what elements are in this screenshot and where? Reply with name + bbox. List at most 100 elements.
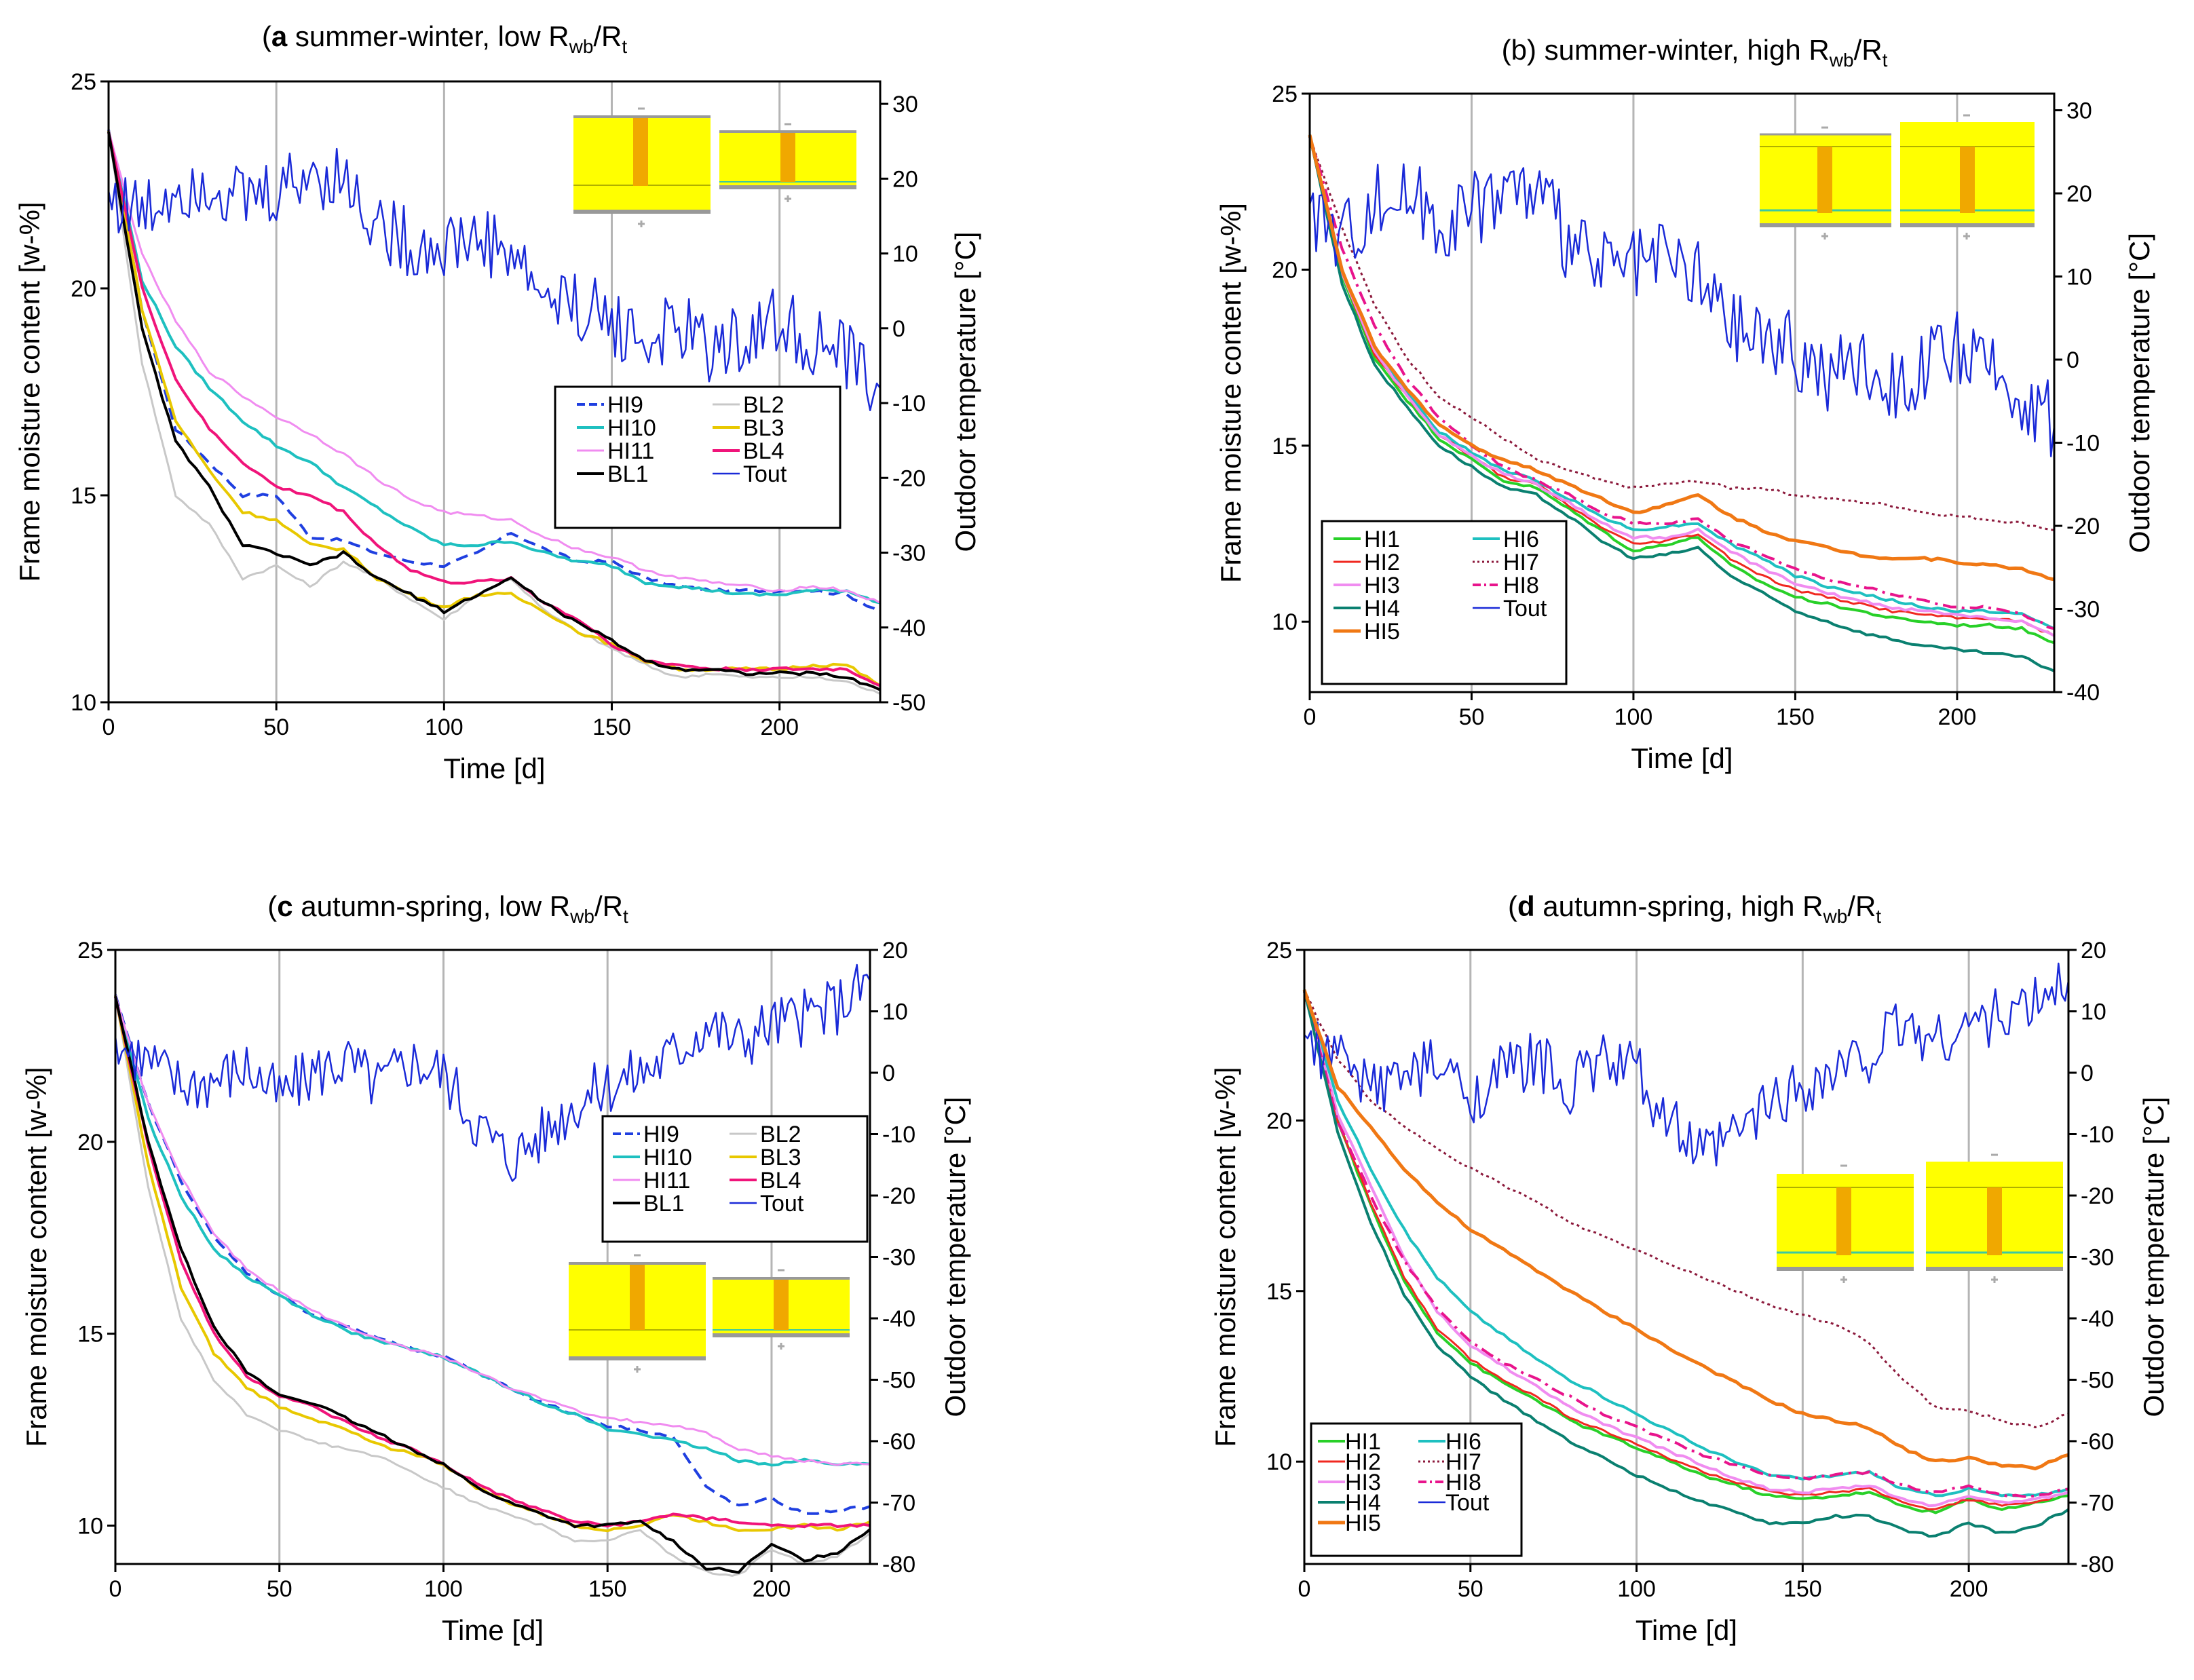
y2-tick-label: -20 [882, 1183, 915, 1209]
y2-tick-label: -10 [892, 391, 926, 417]
y2-tick-label: -70 [2081, 1491, 2114, 1516]
y2-tick-label: -30 [882, 1245, 915, 1271]
y2-tick-label: -10 [882, 1122, 915, 1148]
panel-b-diagram-left [1760, 126, 1891, 240]
legend-label: HI7 [1503, 550, 1539, 575]
plot-frame [114, 949, 871, 1565]
series-hi7 [1303, 989, 2069, 1428]
panel-c-diagram-right [713, 1269, 850, 1350]
legend-label: Tout [1445, 1490, 1490, 1516]
x-tick-label: 0 [109, 1576, 122, 1602]
legend-label: BL4 [743, 438, 784, 464]
x-tick-label: 50 [1458, 1576, 1483, 1602]
x-tick-label: 100 [1614, 704, 1653, 730]
legend: HI1 HI6 HI2 HI7 HI3 HI8 HI4 Tout HI5 [1310, 1422, 1523, 1557]
legend-label: HI2 [1364, 550, 1400, 575]
y-tick-label: 20 [77, 1130, 103, 1156]
x-tick-label: 0 [102, 714, 115, 740]
y2-tick-label: -10 [2081, 1122, 2114, 1148]
x-tick-label: 50 [263, 714, 289, 740]
series-tout [114, 963, 871, 1182]
legend-label: HI5 [1364, 619, 1400, 645]
legend-label: HI6 [1503, 527, 1539, 552]
legend-label: HI1 [1345, 1429, 1381, 1455]
series-hi11 [107, 130, 881, 604]
y2-tick-label: -40 [2081, 1306, 2114, 1332]
y-tick-label: 25 [71, 69, 96, 95]
x-tick-label: 150 [1783, 1576, 1822, 1602]
series-bl2 [114, 997, 871, 1577]
y2-tick-label: 0 [2066, 347, 2079, 373]
y-tick-label: 15 [71, 483, 96, 509]
legend: HI9 BL2 HI10 BL3 HI11 BL4 BL1 Tout [601, 1115, 869, 1243]
panel-d: (d autumn-spring, high Rwb/Rt 0 50 100 150 2… [1209, 890, 2170, 1646]
y2-tick-label: -60 [2081, 1429, 2114, 1455]
panel-c-plot: 0 50 100 150 20010152025-80-70-60-50-40-30-2… [20, 938, 971, 1646]
series-hi6 [1308, 136, 2055, 630]
legend-label: BL3 [743, 415, 784, 441]
series-hi6 [1303, 991, 2069, 1497]
legend-label: BL2 [743, 392, 784, 418]
y2-axis-title: Outdoor temperature [°C] [2138, 1096, 2170, 1417]
panel-b-title: (b) summer-winter, high Rwb/Rt [1502, 34, 1888, 71]
y2-tick-label: -20 [2066, 514, 2100, 539]
series-hi1 [1303, 989, 2069, 1514]
y2-tick-label: -30 [2081, 1245, 2114, 1271]
panel-d-diagram-right [1926, 1153, 2063, 1283]
legend-label: HI9 [643, 1122, 679, 1147]
series-hi3 [1308, 134, 2055, 637]
y-tick-label: 20 [71, 276, 96, 302]
plot-frame [107, 80, 882, 704]
series-hi4 [1308, 136, 2055, 672]
legend: HI1 HI6 HI2 HI7 HI3 HI8 HI4 Tout HI5 [1321, 520, 1568, 685]
y2-tick-label: -20 [2081, 1183, 2114, 1209]
y-tick-label: 25 [77, 938, 103, 963]
legend-label: HI4 [1345, 1490, 1381, 1516]
y-axis-title: Frame moisture content [w-%] [1209, 1067, 1241, 1447]
panel-c: (c autumn-spring, low Rwb/Rt 0 50 100 150 20… [20, 890, 971, 1646]
y2-tick-label: -50 [892, 690, 926, 716]
legend-label: HI10 [607, 415, 656, 441]
legend-box [1321, 520, 1568, 685]
legend-label: HI3 [1364, 573, 1400, 598]
x-tick-label: 150 [588, 1576, 627, 1602]
y2-tick-label: 30 [2066, 98, 2092, 124]
y2-tick-label: -50 [882, 1368, 915, 1394]
legend-label: Tout [1503, 596, 1547, 622]
x-axis-title: Time [d] [1631, 742, 1733, 774]
y2-tick-label: 20 [892, 166, 918, 192]
legend-label: Tout [743, 461, 787, 487]
x-tick-label: 50 [267, 1576, 292, 1602]
y-tick-label: 25 [1272, 81, 1298, 107]
series-tout [1304, 962, 2070, 1167]
series-hi11 [114, 994, 870, 1466]
y2-axis-title: Outdoor temperature [°C] [949, 231, 981, 552]
series-hi10 [107, 131, 881, 605]
x-tick-label: 100 [1617, 1576, 1656, 1602]
x-tick-label: 100 [425, 714, 464, 740]
series-hi7 [1308, 135, 2055, 531]
panel-b-plot: 0 50 100 150 200 10 15 20 25 -40 -30 -20 -10 0 10 20 30 T… [1215, 81, 2155, 774]
legend-box [1310, 1422, 1523, 1557]
panel-a-title: (a summer-winter, low Rwb/Rt [262, 20, 628, 57]
y2-tick-label: -50 [2081, 1368, 2114, 1394]
plot-frame [1308, 92, 2056, 693]
y2-tick-label: -40 [2066, 680, 2100, 706]
legend-label: HI7 [1445, 1449, 1481, 1475]
x-tick-label: 150 [592, 714, 631, 740]
y2-tick-label: -20 [892, 465, 926, 491]
series-bl1 [107, 131, 881, 691]
y2-tick-label: 30 [892, 92, 918, 117]
y2-axis-title: Outdoor temperature [°C] [939, 1096, 971, 1417]
y2-tick-label: 0 [882, 1061, 895, 1086]
x-tick-label: 0 [1298, 1576, 1311, 1602]
y2-tick-label: 20 [2066, 181, 2092, 207]
x-tick-label: 50 [1459, 704, 1485, 730]
y2-tick-label: 10 [2066, 265, 2092, 290]
y-tick-label: 10 [71, 690, 96, 716]
legend-label: HI1 [1364, 527, 1400, 552]
panel-d-plot: 0 50 100 150 20010152025-80-70-60-50-40-30-2… [1209, 938, 2170, 1646]
x-tick-label: 150 [1776, 704, 1815, 730]
legend-label: HI2 [1345, 1449, 1381, 1475]
